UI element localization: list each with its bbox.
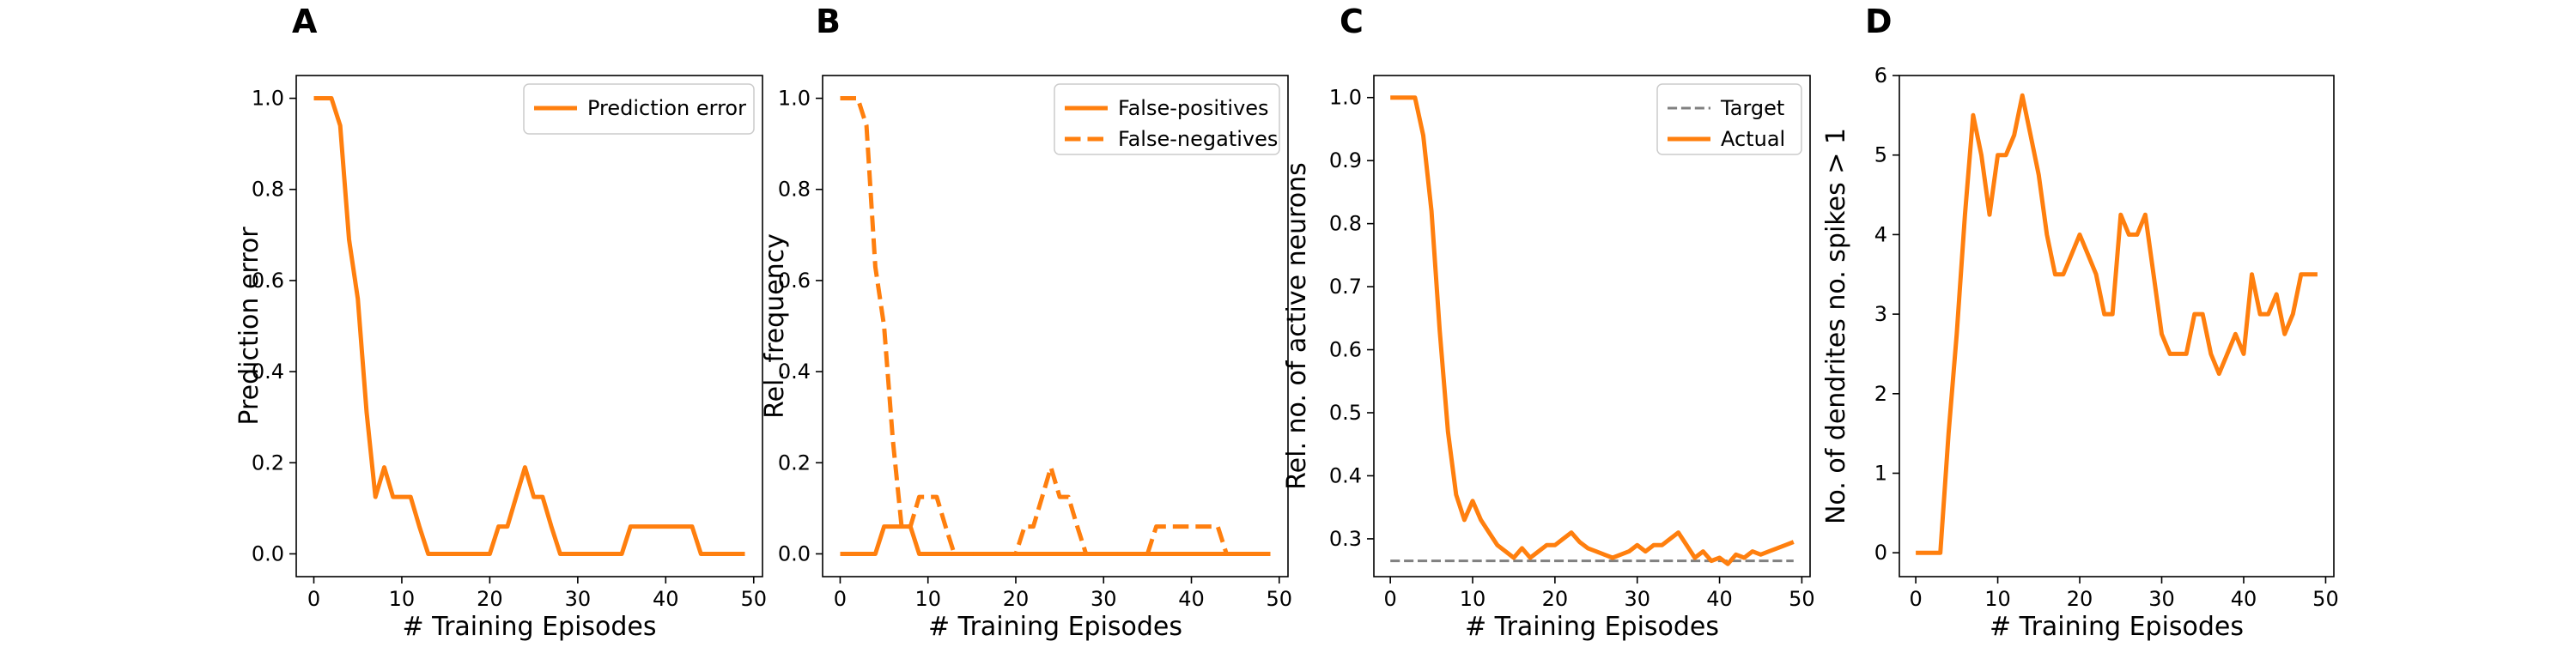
x-tick-label: 20 <box>2067 587 2093 611</box>
chart-panel-c: C 0 10 20 30 40 50 0.3 0.4 0.5 0.6 0.7 0.8 0.9 1.0 # Tr… <box>1282 3 1815 642</box>
panel-letter: A <box>292 3 318 40</box>
y-tick-label: 0.3 <box>1329 527 1362 551</box>
legend-entry: Target <box>1720 96 1784 120</box>
x-tick-label: 50 <box>1267 587 1293 611</box>
legend-box <box>523 83 755 135</box>
y-tick-label: 0.4 <box>778 360 811 384</box>
panel-letter: C <box>1340 3 1364 40</box>
x-tick-label: 20 <box>1003 587 1030 611</box>
y-tick-label: 1.0 <box>778 87 811 111</box>
x-tick-label: 20 <box>477 587 503 611</box>
series-line-2 <box>840 96 1271 556</box>
x-tick-label: 30 <box>565 587 592 611</box>
chart-panel-d: D 0 10 20 30 40 50 0 1 2 3 4 5 6 # Training Episodes No… <box>1821 3 2339 642</box>
y-axis-label: Rel. no. of active neurons <box>1282 162 1312 490</box>
x-tick-label: 30 <box>1091 587 1117 611</box>
x-axis-label: # Training Episodes <box>1465 612 1719 642</box>
chart-panel-a: A 0 10 20 30 40 50 0.0 0.2 0.4 0.6 0.8 1.0 # Training… <box>234 3 767 642</box>
legend-entry: False-negatives <box>1118 127 1278 151</box>
x-tick-label: 50 <box>740 587 767 611</box>
x-tick-label: 0 <box>307 587 320 611</box>
x-tick-label: 20 <box>1542 587 1569 611</box>
x-tick-label: 40 <box>2231 587 2257 611</box>
plot-frame <box>295 75 763 577</box>
y-tick-label: 1.0 <box>1329 86 1362 110</box>
x-tick-label: 50 <box>1789 587 1815 611</box>
legend-box <box>1054 83 1280 155</box>
series-line-1 <box>840 524 1271 556</box>
y-tick-label: 0.6 <box>1329 338 1362 362</box>
y-tick-label: 0.9 <box>1329 148 1362 172</box>
x-tick-label: 10 <box>914 587 941 611</box>
legend: False-positives False-negatives <box>1054 83 1280 155</box>
y-axis-label: Prediction error <box>234 227 264 426</box>
y-tick-label: 0.8 <box>252 178 284 202</box>
y-tick-label: 2 <box>1874 382 1887 406</box>
y-tick-label: 6 <box>1874 63 1887 88</box>
x-tick-label: 50 <box>2312 587 2339 611</box>
series-line-1 <box>313 96 745 556</box>
x-axis-label: # Training Episodes <box>1990 612 2244 642</box>
chart-panel-b: B 0 10 20 30 40 50 0.0 0.2 0.4 0.6 0.8 1.0 # Training… <box>760 3 1292 642</box>
x-tick-label: 10 <box>389 587 416 611</box>
legend-entry: Actual <box>1721 127 1785 151</box>
y-tick-label: 0.0 <box>252 541 284 565</box>
x-tick-label: 0 <box>1909 587 1922 611</box>
series-line-1 <box>1916 93 2318 555</box>
legend-entry: False-positives <box>1118 96 1269 120</box>
legend: Prediction error <box>523 83 755 135</box>
x-axis-label: # Training Episodes <box>928 612 1182 642</box>
x-tick-label: 30 <box>2148 587 2175 611</box>
legend: Target Actual <box>1656 83 1802 155</box>
y-tick-label: 0.8 <box>778 178 811 202</box>
y-tick-label: 0.4 <box>252 360 284 384</box>
x-tick-label: 40 <box>653 587 679 611</box>
y-tick-label: 5 <box>1874 143 1887 167</box>
y-tick-label: 0.2 <box>252 450 284 475</box>
y-tick-label: 0.7 <box>1329 275 1362 299</box>
panel-letter: B <box>816 3 841 40</box>
y-tick-label: 0.4 <box>1329 463 1362 487</box>
plot-frame <box>1373 75 1811 577</box>
x-axis-label: # Training Episodes <box>402 612 656 642</box>
panel-letter: D <box>1865 3 1893 40</box>
plot-frame <box>1899 75 2335 577</box>
y-tick-label: 0.0 <box>778 541 811 565</box>
legend-entry: Prediction error <box>587 96 746 120</box>
y-tick-label: 0.6 <box>778 269 811 293</box>
y-tick-label: 0.5 <box>1329 401 1362 425</box>
plot-frame <box>822 75 1289 577</box>
x-tick-label: 40 <box>1178 587 1205 611</box>
y-tick-label: 1.0 <box>252 87 284 111</box>
y-axis-label: Rel. frequency <box>760 233 790 419</box>
y-tick-label: 0.8 <box>1329 212 1362 236</box>
y-tick-label: 1 <box>1874 461 1887 485</box>
y-axis-label: No. of dendrites no. spikes > 1 <box>1821 128 1851 524</box>
y-tick-label: 0.2 <box>778 450 811 475</box>
x-tick-label: 10 <box>1460 587 1486 611</box>
y-tick-label: 4 <box>1874 222 1887 246</box>
y-tick-label: 0.6 <box>252 269 284 293</box>
y-tick-label: 3 <box>1874 302 1887 326</box>
y-tick-label: 0 <box>1874 541 1887 565</box>
x-tick-label: 10 <box>1984 587 2011 611</box>
x-tick-label: 30 <box>1624 587 1650 611</box>
x-tick-label: 0 <box>1384 587 1397 611</box>
series-line-2 <box>1390 95 1795 566</box>
x-tick-label: 40 <box>1706 587 1733 611</box>
x-tick-label: 0 <box>834 587 847 611</box>
